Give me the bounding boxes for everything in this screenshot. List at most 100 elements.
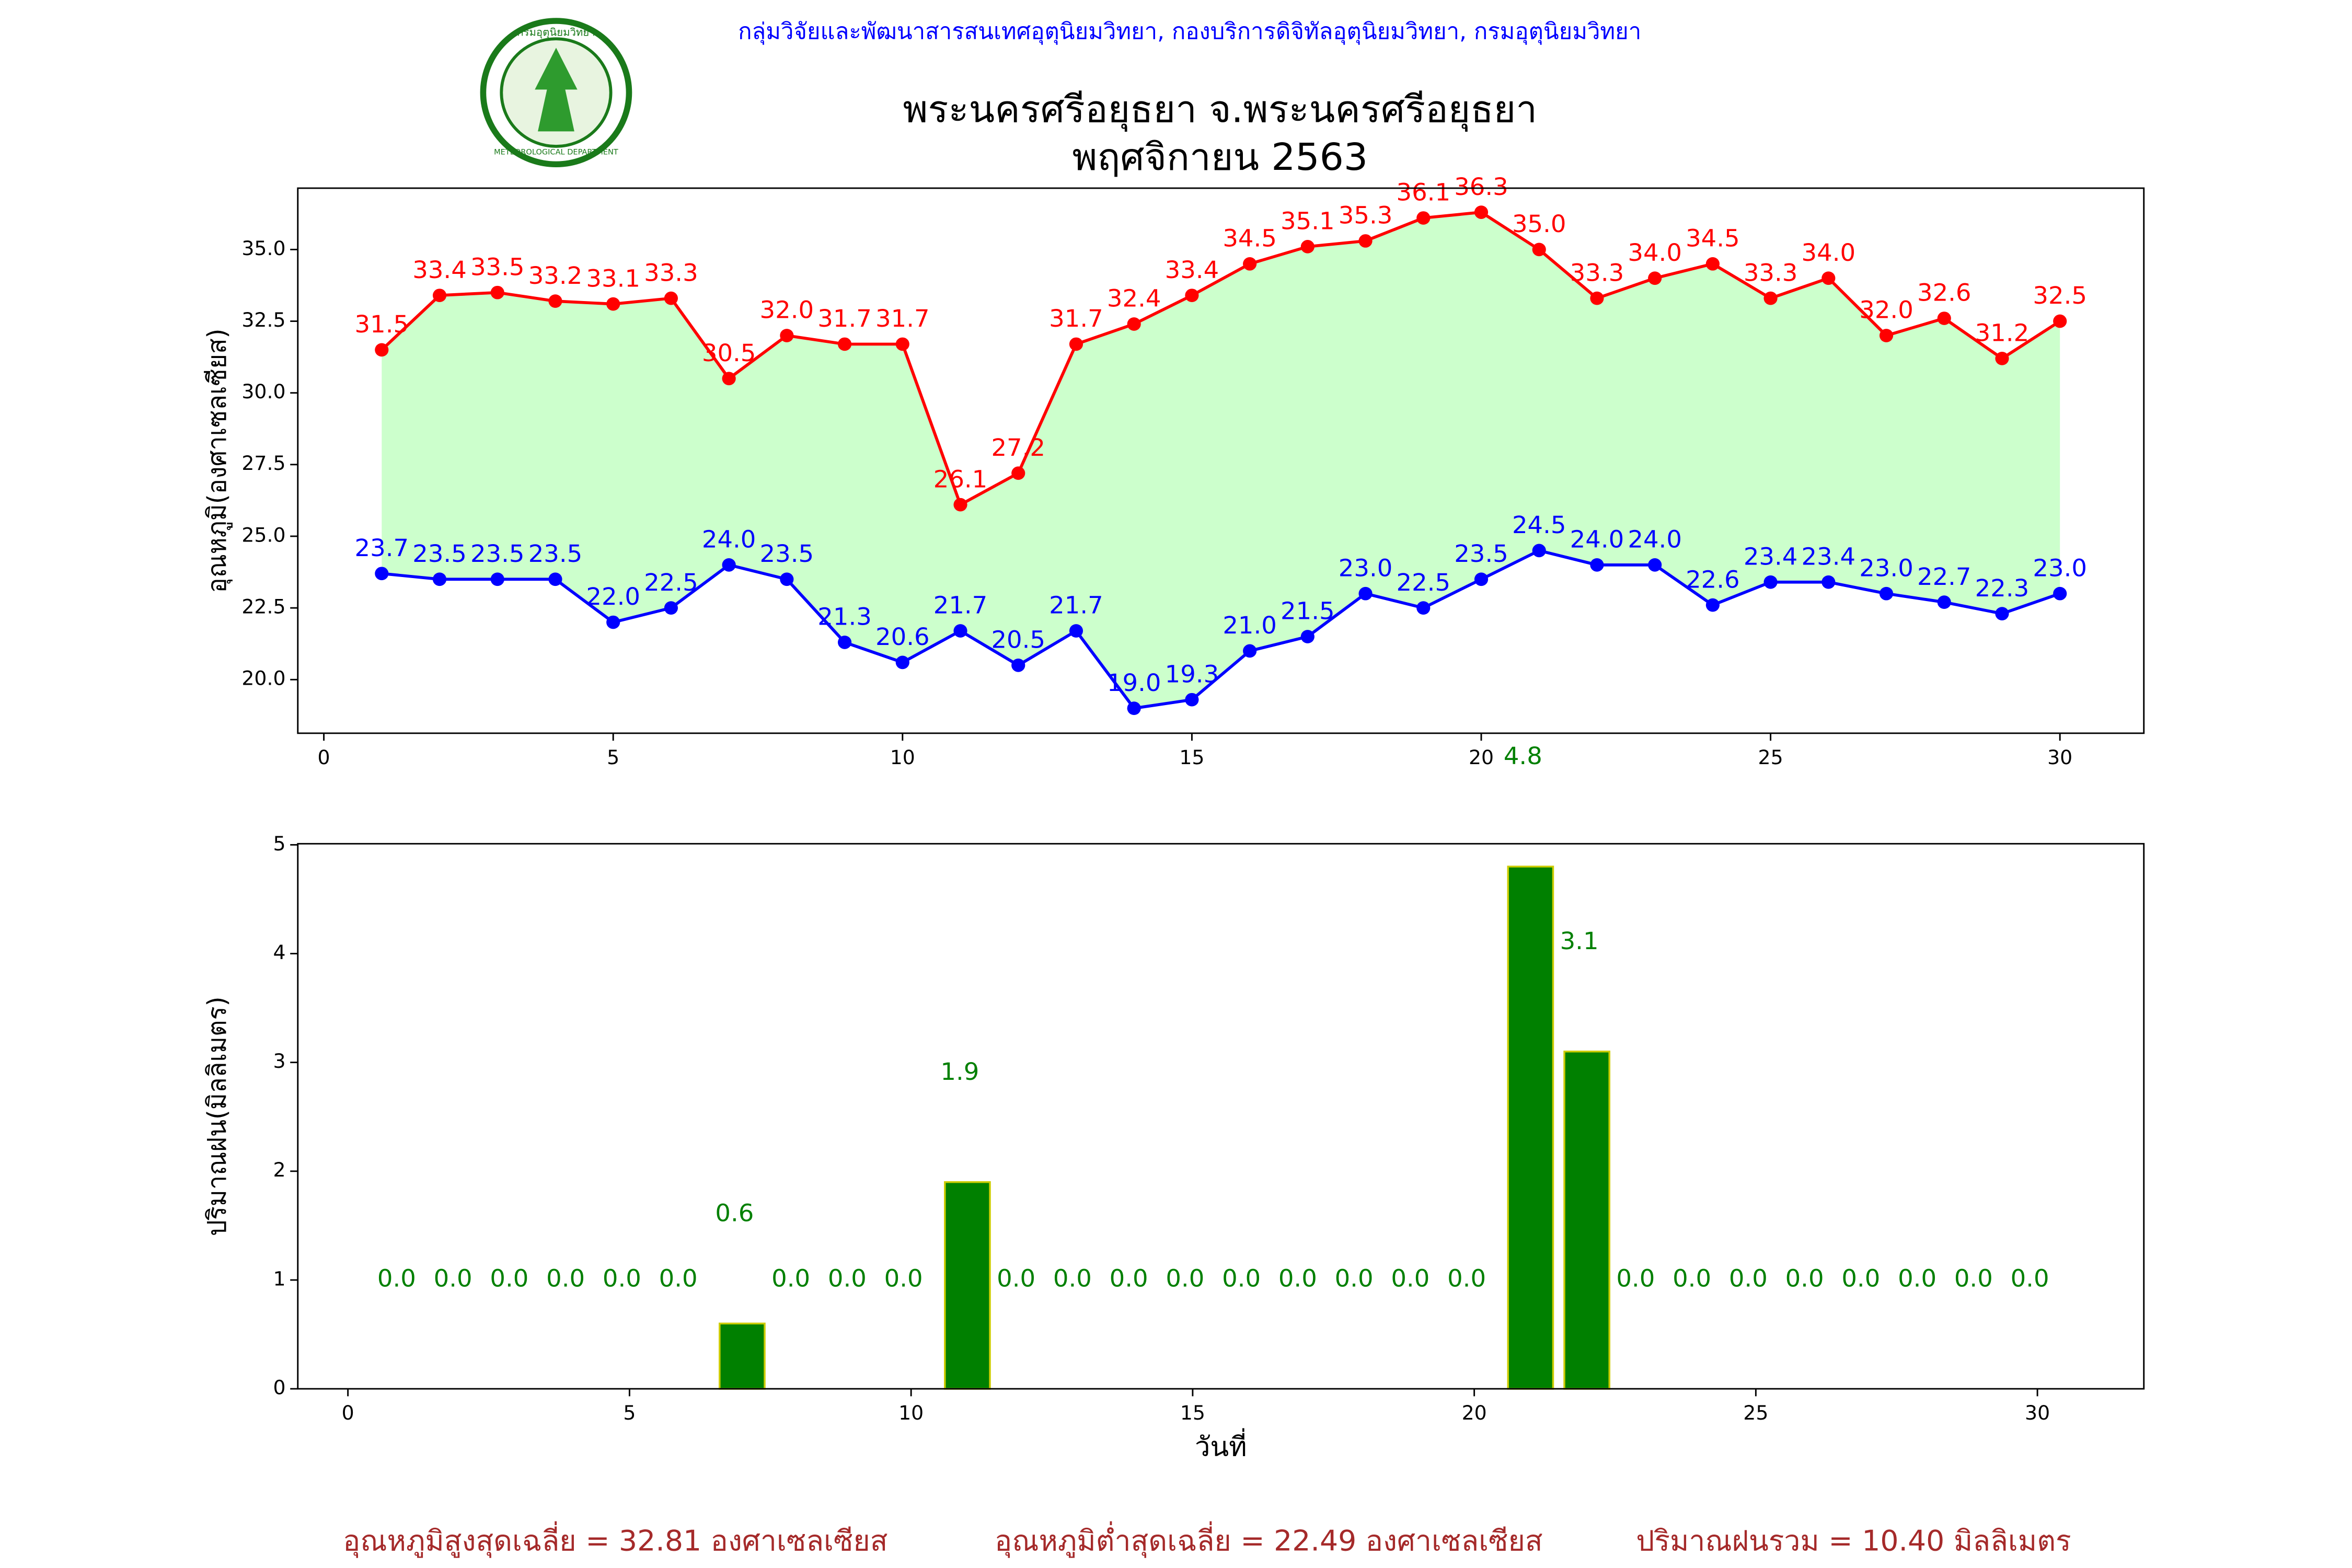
point <box>780 572 794 586</box>
data-label: 34.5 <box>1223 224 1277 252</box>
point <box>548 294 562 308</box>
data-label: 33.3 <box>1744 259 1798 287</box>
point <box>1590 558 1604 572</box>
logo-text: METEOROLOGICAL DEPARTMENT <box>494 148 618 156</box>
logo-text: กรมอุตุนิยมวิทยา <box>517 26 595 39</box>
bar <box>719 1322 766 1390</box>
data-label: 31.7 <box>817 304 872 332</box>
point <box>1821 271 1836 285</box>
x-tick-label: 20 <box>1469 746 1494 769</box>
plot-frame <box>297 187 2145 734</box>
data-label: 26.1 <box>933 465 988 493</box>
point <box>432 289 447 303</box>
bar <box>944 1181 991 1390</box>
chart-subtitle: พฤศจิกายน 2563 <box>1072 135 1368 179</box>
data-label: 22.6 <box>1686 566 1740 594</box>
point <box>953 498 967 512</box>
data-label: 33.4 <box>1165 256 1219 284</box>
point <box>1185 289 1199 303</box>
fill-between <box>382 212 2060 709</box>
data-label: 0.0 <box>1391 1264 1429 1293</box>
data-label: 34.5 <box>1686 224 1740 252</box>
bar <box>1563 1051 1610 1390</box>
point <box>953 624 967 638</box>
x-tick-label: 5 <box>623 1401 636 1424</box>
data-label: 22.0 <box>586 583 640 611</box>
data-label: 24.0 <box>702 525 756 554</box>
y-tick-label: 3 <box>273 1050 285 1073</box>
y-tick-label: 35.0 <box>241 237 285 260</box>
data-label: 22.5 <box>1396 568 1450 596</box>
data-label: 23.5 <box>528 539 583 568</box>
data-label: 23.0 <box>2033 554 2087 582</box>
data-label: 21.3 <box>817 603 872 631</box>
point <box>1243 644 1257 658</box>
plot-frame <box>297 843 2145 1390</box>
data-label: 32.4 <box>1107 284 1161 313</box>
data-label: 33.5 <box>470 253 525 281</box>
data-label: 3.1 <box>1560 927 1599 955</box>
data-label: 22.3 <box>1975 574 2030 602</box>
point <box>1995 607 2009 620</box>
point <box>1011 466 1025 480</box>
y-tick-label: 5 <box>273 832 285 855</box>
x-tick-label: 25 <box>1743 1401 1768 1424</box>
y-tick-label: 27.5 <box>241 452 285 475</box>
x-tick-label: 10 <box>890 746 915 769</box>
point <box>664 291 678 305</box>
data-label: 31.5 <box>355 310 409 338</box>
data-label: 30.5 <box>702 339 756 367</box>
data-label: 0.0 <box>1616 1264 1655 1293</box>
point <box>1243 257 1257 271</box>
point <box>1011 658 1025 672</box>
point <box>1705 598 1720 612</box>
data-label: 36.1 <box>1396 178 1450 206</box>
data-label: 0.0 <box>1954 1264 1993 1293</box>
point <box>375 343 389 357</box>
data-label: 0.0 <box>1222 1264 1261 1293</box>
data-label: 33.2 <box>528 261 583 290</box>
point <box>1474 205 1489 219</box>
point <box>722 372 736 386</box>
x-tick-label: 15 <box>1179 746 1204 769</box>
point <box>837 337 852 351</box>
point <box>1763 575 1778 589</box>
data-label: 0.0 <box>997 1264 1035 1293</box>
data-label: 0.0 <box>377 1264 416 1293</box>
data-label: 0.0 <box>1447 1264 1486 1293</box>
data-label: 0.0 <box>490 1264 528 1293</box>
point <box>1300 630 1315 643</box>
data-label: 0.0 <box>771 1264 810 1293</box>
data-label: 32.0 <box>1859 296 1913 324</box>
data-label: 0.0 <box>1673 1264 1711 1293</box>
data-label: 0.0 <box>1166 1264 1204 1293</box>
point <box>1590 291 1604 305</box>
y-tick-label: 0 <box>273 1376 285 1399</box>
point <box>1532 243 1546 257</box>
point <box>1358 234 1373 248</box>
data-label: 0.0 <box>1110 1264 1148 1293</box>
data-label: 0.0 <box>1841 1264 1880 1293</box>
x-tick-label: 25 <box>1758 746 1783 769</box>
footer-text: อุณหภูมิสูงสุดเฉลี่ย = 32.81 องศาเซลเซีย… <box>343 1521 887 1558</box>
data-label: 21.7 <box>933 591 988 619</box>
data-label: 0.0 <box>1898 1264 1936 1293</box>
x-tick-label: 30 <box>2047 746 2072 769</box>
x-tick-label: 30 <box>2025 1401 2050 1424</box>
data-label: 23.5 <box>412 539 467 568</box>
data-label: 24.5 <box>1512 511 1566 539</box>
y-tick-label: 2 <box>273 1159 285 1182</box>
data-label: 33.3 <box>1570 259 1624 287</box>
data-label: 0.0 <box>603 1264 641 1293</box>
data-label: 23.0 <box>1859 554 1913 582</box>
point <box>1937 312 1951 325</box>
y-tick-label: 25.0 <box>241 524 285 547</box>
data-label: 0.0 <box>546 1264 585 1293</box>
data-label: 34.0 <box>1802 238 1856 267</box>
x-tick-label: 20 <box>1462 1401 1487 1424</box>
x-tick-label: 5 <box>607 746 619 769</box>
footer-text: อุณหภูมิต่ำสุดเฉลี่ย = 22.49 องศาเซลเซีย… <box>995 1521 1543 1558</box>
point <box>837 636 852 649</box>
point <box>895 337 909 351</box>
data-label: 33.4 <box>412 256 467 284</box>
